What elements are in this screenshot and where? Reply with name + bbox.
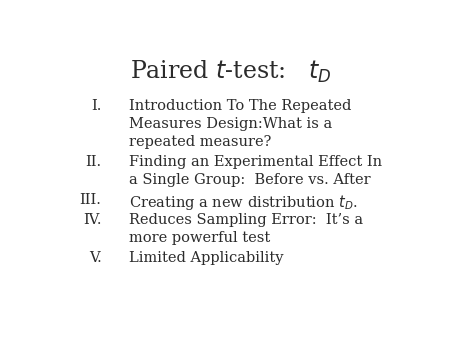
Text: III.: III.	[80, 193, 102, 207]
Text: Measures Design:What is a: Measures Design:What is a	[130, 117, 333, 131]
Text: Paired $t$-test:   $t_D$: Paired $t$-test: $t_D$	[130, 59, 331, 85]
Text: more powerful test: more powerful test	[130, 231, 271, 245]
Text: Creating a new distribution $t_D$.: Creating a new distribution $t_D$.	[130, 193, 358, 212]
Text: Introduction To The Repeated: Introduction To The Repeated	[130, 99, 352, 113]
Text: V.: V.	[89, 251, 102, 265]
Text: repeated measure?: repeated measure?	[130, 135, 272, 148]
Text: Finding an Experimental Effect In: Finding an Experimental Effect In	[130, 155, 382, 169]
Text: IV.: IV.	[83, 213, 102, 227]
Text: II.: II.	[86, 155, 102, 169]
Text: Limited Applicability: Limited Applicability	[130, 251, 284, 265]
Text: Reduces Sampling Error:  It’s a: Reduces Sampling Error: It’s a	[130, 213, 364, 227]
Text: a Single Group:  Before vs. After: a Single Group: Before vs. After	[130, 172, 371, 187]
Text: I.: I.	[91, 99, 102, 113]
